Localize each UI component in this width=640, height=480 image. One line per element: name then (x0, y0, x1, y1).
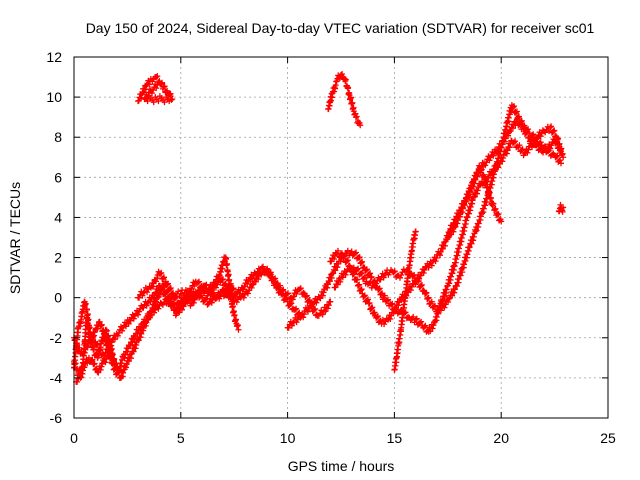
series-track-sat-m (556, 201, 566, 215)
x-tick-label: 20 (493, 430, 509, 446)
series-sat-a (71, 254, 242, 379)
y-tick-label: 4 (54, 209, 62, 225)
y-tick-label: 2 (54, 250, 62, 266)
grid (74, 57, 608, 418)
series-track-sat-i (391, 228, 419, 373)
series-track-sat-j (445, 162, 504, 241)
y-tick-label: 8 (54, 129, 62, 145)
y-tick-label: 12 (46, 49, 62, 65)
series-sat-j (444, 162, 505, 241)
y-tick-label: -2 (50, 330, 63, 346)
y-tick-label: 10 (46, 89, 62, 105)
y-tick-label: 6 (54, 169, 62, 185)
series-sat-l (325, 71, 364, 129)
axis-ticks: 0 5 10 15 20 25 -6 -4 -2 0 2 4 6 8 10 12 (46, 49, 616, 446)
x-tick-label: 5 (177, 430, 185, 446)
series-track-sat-l (325, 71, 363, 127)
x-tick-label: 10 (280, 430, 296, 446)
y-axis-label: SDTVAR / TECUs (7, 182, 23, 294)
x-tick-label: 25 (600, 430, 616, 446)
series-sat-i (391, 228, 419, 373)
x-tick-label: 15 (387, 430, 403, 446)
x-tick-label: 0 (70, 430, 78, 446)
series-track-sat-h (332, 103, 564, 315)
x-axis-label: GPS time / hours (288, 458, 395, 474)
series-sat-k (135, 73, 176, 106)
y-tick-label: 0 (54, 290, 62, 306)
series-track-sat-b (71, 265, 333, 359)
y-tick-label: -4 (50, 370, 63, 386)
series-track-sat-k (135, 73, 175, 106)
series-sat-e (135, 263, 304, 319)
chart-title: Day 150 of 2024, Sidereal Day-to-day VTE… (86, 20, 595, 36)
y-tick-label: -6 (50, 410, 63, 426)
plot-frame (73, 56, 609, 419)
series-track-sat-e (136, 263, 303, 318)
series-sat-m (555, 201, 567, 215)
